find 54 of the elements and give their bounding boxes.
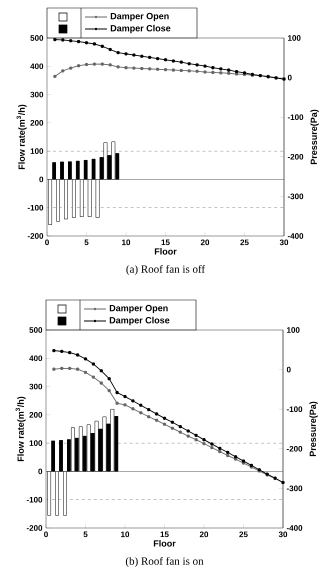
y-tick-label: 500: [29, 327, 42, 333]
y2-tick-label: -200: [286, 446, 302, 452]
y2-tick-label: -300: [286, 486, 302, 492]
y-tick-label: 200: [29, 412, 42, 418]
x-tick-label: 30: [278, 532, 288, 538]
x-tick-label: 20: [200, 532, 208, 538]
x-tick-label: 15: [162, 240, 170, 246]
y-tick-label: 500: [30, 35, 44, 41]
legend-label: Damper Open: [110, 12, 169, 22]
y2-axis-title: Pressure(Pa): [310, 110, 319, 164]
y-tick-label: -100: [28, 204, 44, 211]
y2-axis-title: Pressure(Pa): [309, 402, 318, 456]
y-tick-label: 400: [29, 355, 42, 362]
x-tick-label: 30: [280, 240, 288, 246]
x-axis-title: Floor: [154, 540, 176, 547]
text: (b) Roof fan is on: [126, 556, 204, 568]
text: (a) Roof fan is off: [126, 264, 206, 276]
y2-tick-label: -100: [286, 406, 302, 412]
x-tick-label: 20: [200, 240, 210, 246]
y-tick-label: 300: [30, 92, 44, 98]
x-tick-label: 25: [239, 532, 248, 538]
y-tick-label: 100: [30, 440, 42, 446]
y2-tick-label: -300: [288, 194, 304, 200]
y2-tick-label: -100: [288, 114, 304, 120]
y-tick-label: -200: [28, 233, 44, 239]
x-tick-label: 10: [122, 240, 130, 246]
legend-label: Damper Close: [110, 24, 170, 34]
y2-tick-label: 0: [288, 74, 292, 80]
y2-tick-label: 0: [286, 366, 291, 372]
x-tick-label: 5: [84, 240, 89, 246]
y2-tick-label: -400: [286, 525, 302, 531]
y2-tick-label: 100: [288, 35, 301, 41]
y-axis-title: Flow rate(m$^{3}$/h): [16, 396, 26, 462]
y-tick-label: 100: [30, 148, 44, 154]
x-tick-label: 5: [84, 532, 88, 538]
y-tick-label: -100: [26, 496, 42, 503]
y-axis-title: Flow rate(m$^{3}$/h): [16, 104, 27, 170]
y-tick-label: 0: [38, 468, 42, 474]
x-tick-label: 25: [240, 240, 249, 246]
legend-label: Damper Open: [110, 304, 168, 314]
x-axis-title: Floor: [154, 248, 177, 255]
y2-tick-label: 100: [287, 327, 300, 333]
x-tick-label: 15: [160, 532, 169, 538]
x-tick-label: 0: [44, 532, 48, 538]
y-tick-label: 300: [29, 384, 42, 390]
y2-tick-label: -400: [288, 233, 304, 239]
y-tick-label: 0: [39, 176, 44, 182]
x-tick-label: 0: [45, 240, 49, 246]
y-tick-label: -200: [26, 525, 42, 531]
y-tick-label: 400: [30, 63, 44, 70]
legend-label: Damper Close: [110, 316, 170, 326]
x-tick-label: 10: [121, 532, 130, 538]
y2-tick-label: -200: [288, 154, 304, 160]
y-tick-label: 200: [30, 120, 44, 126]
